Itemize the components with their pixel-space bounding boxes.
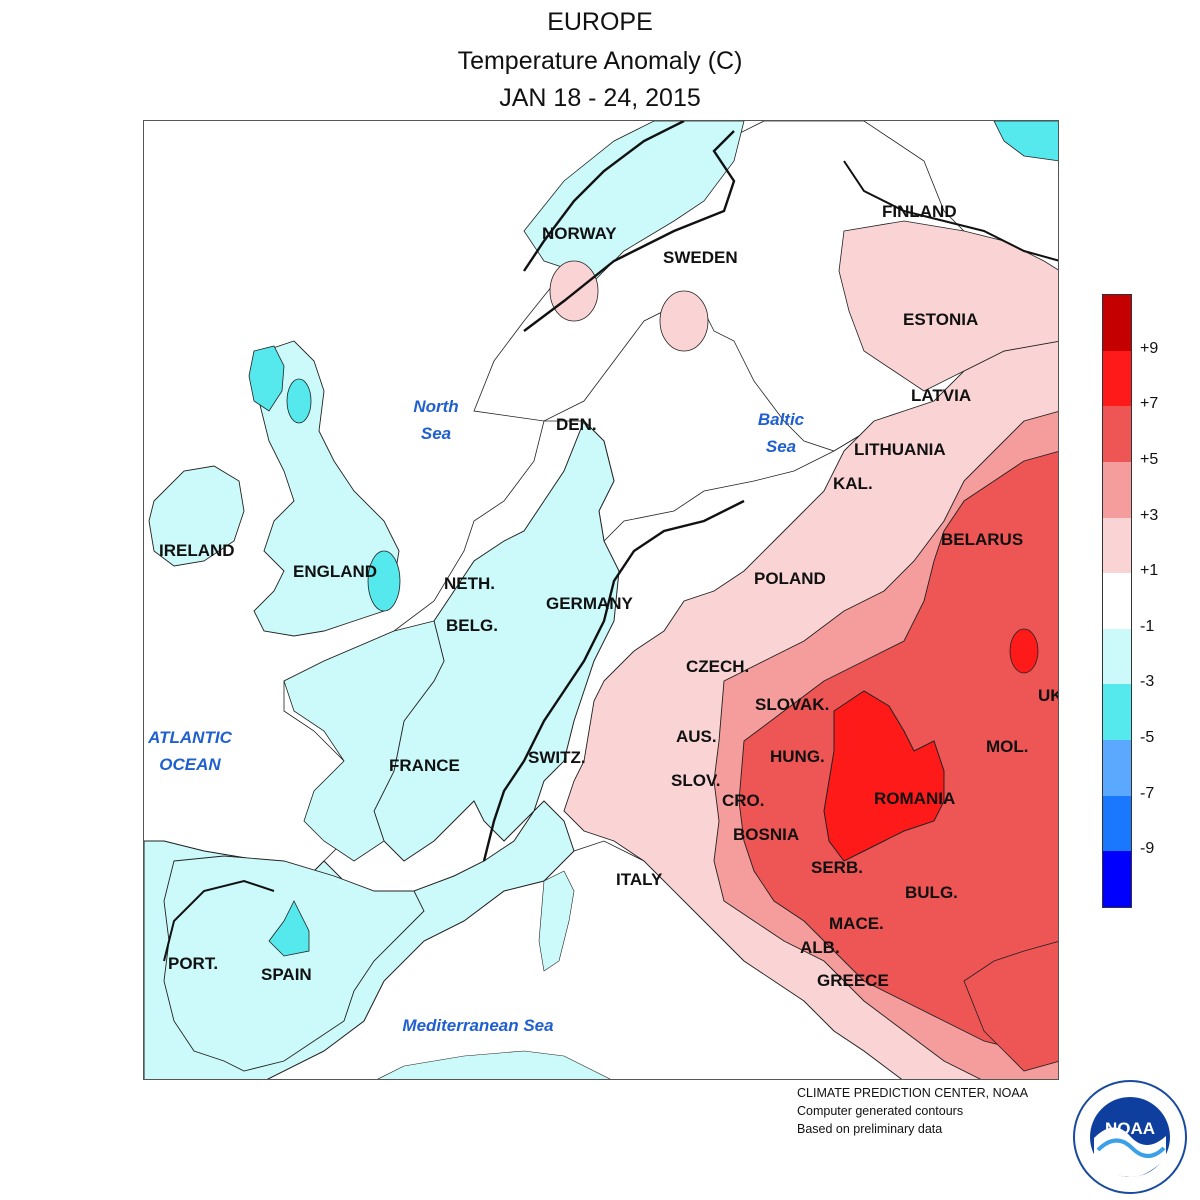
- romania-hot-core: [823, 690, 945, 862]
- label-belarus: BELARUS: [941, 530, 1023, 549]
- legend-swatch: [1103, 573, 1131, 629]
- corsica-sardinia-cold: [538, 870, 575, 972]
- anomaly-map: North Sea Baltic Sea ATLANTIC OCEAN Medi…: [143, 120, 1059, 1080]
- noaa-logo: NOAA: [1073, 1080, 1187, 1194]
- legend-tick-label: +1: [1140, 562, 1159, 580]
- label-estonia: ESTONIA: [903, 310, 978, 329]
- label-mol: MOL.: [986, 737, 1029, 756]
- legend-swatch: [1103, 851, 1131, 907]
- label-cro: CRO.: [722, 791, 765, 810]
- sweden-warm-spot-1: [659, 290, 709, 352]
- label-italy: ITALY: [616, 870, 663, 889]
- noaa-logo-text: NOAA: [1105, 1119, 1155, 1138]
- legend-swatch: [1103, 517, 1131, 574]
- label-bosnia: BOSNIA: [733, 825, 799, 844]
- legend-tick-label: +9: [1140, 339, 1159, 357]
- label-belg: BELG.: [446, 616, 498, 635]
- ireland-cold-band: [148, 465, 245, 567]
- label-kal: KAL.: [833, 474, 873, 493]
- scotland-cold-spot: [248, 345, 285, 412]
- label-serb: SERB.: [811, 858, 863, 877]
- label-uk: UK: [1038, 686, 1059, 705]
- label-port: PORT.: [168, 954, 218, 973]
- label-sweden: SWEDEN: [663, 248, 738, 267]
- finland-warm-band: [838, 220, 1058, 392]
- legend-tick-label: -3: [1140, 673, 1155, 691]
- label-germany: GERMANY: [546, 594, 634, 613]
- legend-swatch: [1103, 684, 1131, 741]
- label-spain: SPAIN: [261, 965, 312, 984]
- legend-swatch: [1103, 406, 1131, 462]
- england-cold-spot: [367, 550, 401, 612]
- label-slovak: SLOVAK.: [755, 695, 829, 714]
- zero-contour-iberia: [163, 879, 275, 962]
- label-england: ENGLAND: [293, 562, 377, 581]
- legend-tick-label: +5: [1140, 450, 1159, 468]
- color-scale-legend: [1102, 294, 1132, 908]
- map-canvas: North Sea Baltic Sea ATLANTIC OCEAN Medi…: [144, 121, 1059, 1079]
- iberia-cold-band: [163, 855, 425, 1072]
- label-slov: SLOV.: [671, 771, 720, 790]
- atlantic-label-2: OCEAN: [159, 755, 221, 774]
- credit-line-3: Based on preliminary data: [797, 1122, 943, 1136]
- norway-warm-spot: [549, 260, 599, 322]
- map-subtitle: Temperature Anomaly (C): [457, 47, 743, 75]
- zero-contour-north: [523, 121, 685, 272]
- label-france: FRANCE: [389, 756, 460, 775]
- label-den: DEN.: [556, 415, 597, 434]
- label-latvia: LATVIA: [911, 386, 971, 405]
- legend-tick-label: -9: [1140, 840, 1155, 858]
- credit-line-2: Computer generated contours: [797, 1104, 964, 1118]
- label-norway: NORWAY: [542, 224, 617, 243]
- label-switz: SWITZ.: [528, 748, 586, 767]
- map-date-range: JAN 18 - 24, 2015: [499, 84, 701, 112]
- legend-swatch: [1103, 795, 1131, 852]
- spain-cold-spot: [268, 900, 310, 957]
- label-czech: CZECH.: [686, 657, 749, 676]
- aegean-warm-band-5: [963, 941, 1058, 1072]
- scotland-cold-spot-2: [286, 378, 312, 424]
- north-sea-label-2: Sea: [421, 424, 451, 443]
- legend-swatch: [1103, 740, 1131, 796]
- mediterranean-label: Mediterranean Sea: [402, 1016, 553, 1035]
- map-title: EUROPE: [547, 8, 653, 36]
- label-mace: MACE.: [829, 914, 884, 933]
- baltic-sea-label-1: Baltic: [758, 410, 805, 429]
- north-sea-label-1: North: [413, 397, 458, 416]
- legend-tick-label: +7: [1140, 395, 1159, 413]
- label-aus: AUS.: [676, 727, 717, 746]
- legend-tick-label: -1: [1140, 617, 1155, 635]
- legend-swatch: [1103, 461, 1131, 518]
- atlantic-label-1: ATLANTIC: [147, 728, 232, 747]
- label-finland: FINLAND: [882, 202, 957, 221]
- france-cold-band: [283, 620, 445, 862]
- zero-contour-finland: [843, 160, 1058, 262]
- label-greece: GREECE: [817, 971, 889, 990]
- baltic-sea-label-2: Sea: [766, 437, 796, 456]
- legend-tick-label: +3: [1140, 506, 1159, 524]
- label-lithuania: LITHUANIA: [854, 440, 946, 459]
- legend-tick-label: -7: [1140, 784, 1155, 802]
- ukraine-hot-spot: [1009, 628, 1039, 674]
- legend-tick-label: -5: [1140, 729, 1155, 747]
- label-poland: POLAND: [754, 569, 826, 588]
- label-hung: HUNG.: [770, 747, 825, 766]
- label-bulg: BULG.: [905, 883, 958, 902]
- finland-cold-spot: [993, 121, 1058, 162]
- label-alb: ALB.: [800, 938, 840, 957]
- label-romania: ROMANIA: [874, 789, 955, 808]
- legend-swatch: [1103, 295, 1131, 351]
- legend-swatch: [1103, 628, 1131, 685]
- label-ireland: IRELAND: [159, 541, 235, 560]
- label-neth: NETH.: [444, 574, 495, 593]
- zero-contour-central: [482, 499, 745, 862]
- legend-swatch: [1103, 350, 1131, 407]
- zero-contour-sweden: [523, 130, 736, 332]
- north-africa-coast-cold: [377, 1050, 611, 1079]
- credit-line-1: CLIMATE PREDICTION CENTER, NOAA: [797, 1086, 1029, 1100]
